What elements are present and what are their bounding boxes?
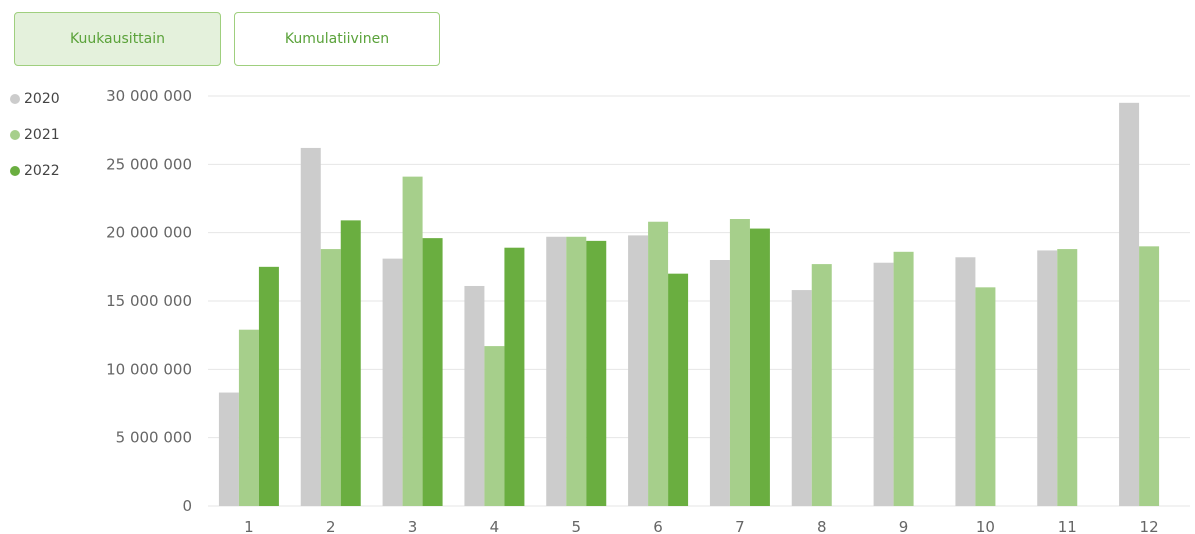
x-tick-label: 1 (244, 518, 254, 534)
bar-2021-month-10 (975, 287, 996, 506)
legend-label-2020: 2020 (24, 91, 60, 107)
monthly-view-button[interactable]: Kuukausittain (14, 12, 221, 66)
chart-legend: 2020 2021 2022 (10, 88, 60, 196)
legend-label-2021: 2021 (24, 127, 60, 143)
x-tick-label: 10 (976, 518, 995, 534)
legend-item-2020[interactable]: 2020 (10, 88, 60, 110)
bar-2020-month-2 (300, 147, 321, 506)
bar-2022-month-6 (668, 273, 689, 506)
legend-dot-2020 (10, 94, 20, 104)
bar-2020-month-3 (382, 258, 403, 506)
bar-2020-month-1 (218, 392, 239, 506)
cumulative-view-button[interactable]: Kumulatiivinen (234, 12, 440, 66)
x-tick-label: 7 (735, 518, 745, 534)
x-tick-label: 8 (817, 518, 827, 534)
bar-2021-month-1 (238, 329, 259, 506)
bar-2022-month-4 (504, 247, 525, 506)
x-tick-label: 11 (1058, 518, 1077, 534)
bar-2021-month-9 (893, 251, 914, 506)
bar-2021-month-11 (1057, 249, 1078, 507)
bar-2021-month-6 (648, 221, 669, 506)
x-tick-label: 5 (571, 518, 581, 534)
x-tick-label: 4 (490, 518, 500, 534)
bar-2020-month-8 (791, 290, 812, 506)
legend-label-2022: 2022 (24, 163, 60, 179)
bar-2022-month-7 (749, 228, 770, 507)
y-tick-label: 15 000 000 (106, 292, 192, 310)
y-tick-label: 0 (182, 497, 192, 515)
bar-2020-month-12 (1119, 102, 1140, 506)
y-tick-label: 25 000 000 (106, 155, 192, 173)
bar-2022-month-5 (586, 240, 607, 506)
bar-2021-month-12 (1139, 246, 1160, 507)
x-tick-label: 6 (653, 518, 663, 534)
legend-dot-2021 (10, 130, 20, 140)
bar-2021-month-3 (402, 176, 423, 506)
y-tick-label: 5 000 000 (116, 429, 192, 447)
bar-2022-month-1 (258, 266, 279, 506)
bar-2021-month-2 (320, 249, 341, 507)
y-tick-label: 10 000 000 (106, 360, 192, 378)
bar-2021-month-5 (566, 236, 587, 506)
x-tick-label: 9 (899, 518, 909, 534)
bar-2021-month-4 (484, 346, 505, 506)
legend-item-2022[interactable]: 2022 (10, 160, 60, 182)
bar-2020-month-7 (709, 260, 730, 506)
bar-2020-month-11 (1037, 250, 1058, 506)
bar-2020-month-9 (873, 262, 894, 506)
bar-2022-month-3 (422, 238, 443, 506)
x-tick-label: 12 (1140, 518, 1159, 534)
legend-item-2021[interactable]: 2021 (10, 124, 60, 146)
y-tick-label: 30 000 000 (106, 87, 192, 105)
bar-2021-month-7 (729, 219, 750, 506)
bar-2020-month-6 (628, 235, 649, 506)
legend-dot-2022 (10, 166, 20, 176)
y-tick-label: 20 000 000 (106, 224, 192, 242)
x-tick-label: 3 (408, 518, 418, 534)
bar-2020-month-5 (546, 236, 567, 506)
bar-2022-month-2 (340, 220, 361, 506)
bar-2021-month-8 (811, 264, 832, 506)
bar-2020-month-4 (464, 285, 485, 506)
bar-2020-month-10 (955, 257, 976, 506)
x-tick-label: 2 (326, 518, 336, 534)
